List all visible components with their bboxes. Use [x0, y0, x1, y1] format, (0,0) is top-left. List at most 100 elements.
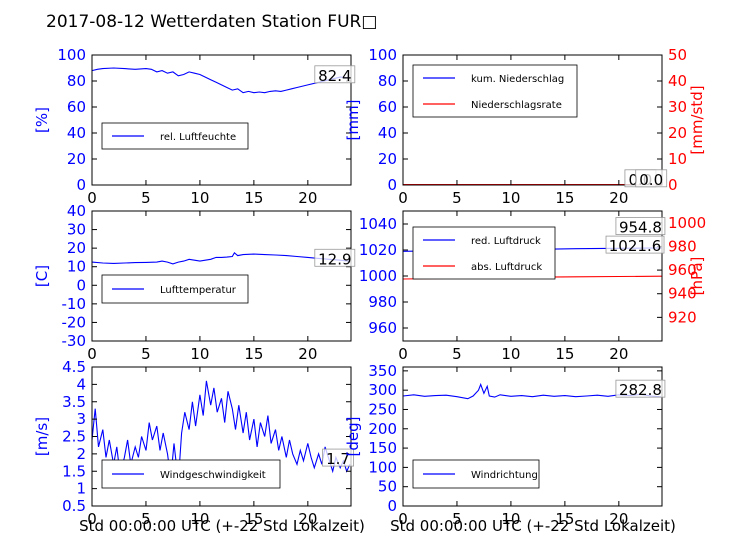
y2-tick-label: 1000 — [668, 214, 706, 232]
value-label: 282.8 — [619, 381, 662, 399]
y-tick-label: 10 — [67, 258, 86, 276]
y-tick-label: 1040 — [359, 215, 397, 233]
value-box — [314, 248, 356, 267]
legend-label: Lufttemperatur — [160, 285, 237, 296]
value-label: 0.0 — [639, 171, 663, 189]
x-tick-label: 0 — [87, 510, 97, 528]
value-label: 12.9 — [318, 250, 351, 268]
x-tick-label: 15 — [555, 345, 574, 363]
y-tick-label: 3.5 — [62, 393, 86, 411]
value-label: 954.8 — [619, 219, 662, 237]
chart-temperature: 0 5 10 15 20-30-20-10010203040[C]Lufttempera… — [33, 202, 356, 363]
y-axis-label-temperature: [C] — [33, 265, 51, 287]
y-tick-label: 40 — [67, 124, 86, 142]
series-line-winddirection-0 — [402, 382, 661, 400]
x-tick-label: 10 — [190, 510, 209, 528]
legend-label: abs. Luftdruck — [471, 262, 542, 273]
value-label: 82.4 — [318, 67, 351, 85]
value-box — [615, 379, 666, 398]
legend-box — [412, 64, 578, 118]
y-tick-label: 20 — [378, 150, 397, 168]
legend-label: rel. Luftfeuchte — [160, 132, 236, 143]
x-tick-label: 15 — [244, 189, 263, 207]
x-tick-label: 20 — [609, 189, 628, 207]
value-box — [615, 217, 666, 235]
y-tick-label: 3 — [76, 410, 86, 428]
x-tick-label: 20 — [298, 345, 317, 363]
x-tick-label: 5 — [141, 189, 151, 207]
y2-tick-label: 940 — [668, 285, 697, 303]
y-axis-label-humidity: [%] — [33, 107, 51, 133]
y-tick-label: -10 — [62, 295, 87, 313]
x-tick-label: 0 — [398, 189, 408, 207]
x-axis-label-left: Std 00:00:00 UTC (+-22 Std Lokalzeit) — [79, 517, 365, 535]
x-tick-label: 20 — [298, 189, 317, 207]
y2-tick-label: 0 — [668, 176, 678, 194]
y-tick-label: 80 — [378, 72, 397, 90]
x-tick-label: 5 — [452, 189, 462, 207]
y2-tick-label: 30 — [668, 98, 687, 116]
value-label: 1.7 — [326, 450, 350, 468]
value-box — [635, 169, 668, 188]
legend-label: Windrichtung — [471, 470, 538, 481]
y-tick-label: 1020 — [359, 241, 397, 259]
legend-winddirection: Windrichtung — [412, 459, 540, 489]
value-box — [322, 448, 354, 467]
y-tick-label: 100 — [57, 46, 86, 64]
y-tick-label: 30 — [67, 221, 86, 239]
legend-box — [412, 226, 556, 280]
y-axis-label-winddirection: [deg] — [344, 417, 362, 457]
legend-label: red. Luftdruck — [471, 236, 541, 247]
x-tick-label: 10 — [501, 189, 520, 207]
x-tick-label: 10 — [501, 510, 520, 528]
y-tick-label: -30 — [62, 332, 87, 350]
chart-windspeed: 0 5 10 15 20 0.511.522.533.544.5 [m/s] Windgesc… — [33, 358, 354, 528]
y-tick-label: 980 — [368, 293, 397, 311]
y-tick-label: 80 — [67, 72, 86, 90]
y2-axis-label-pressure: [hPa] — [688, 257, 706, 296]
y-axis-label-precipitation: [mm] — [344, 100, 362, 141]
y-tick-label: 20 — [67, 150, 86, 168]
y-tick-label: 1.5 — [62, 462, 86, 480]
legend-humidity: rel. Luftfeuchte — [101, 122, 249, 150]
y-tick-label: 100 — [368, 458, 397, 476]
legend-precipitation: kum. Niederschlag Niederschlagsrate — [412, 64, 578, 118]
y-tick-label: 960 — [368, 319, 397, 337]
y-tick-label: 0 — [387, 497, 397, 515]
x-tick-label: 20 — [609, 345, 628, 363]
x-tick-label: 10 — [190, 189, 209, 207]
y2-axis-label-precipitation: [mm/std] — [688, 85, 706, 154]
y-tick-label: 20 — [67, 239, 86, 257]
y-tick-label: 1 — [76, 480, 86, 498]
series-line-windspeed-0 — [91, 380, 351, 482]
plot-frame-winddirection — [402, 366, 663, 507]
x-tick-label: 20 — [609, 510, 628, 528]
y-tick-label: 1000 — [359, 267, 397, 285]
legend-label: kum. Niederschlag — [471, 74, 564, 85]
y-tick-label: 100 — [368, 46, 397, 64]
x-tick-label: 15 — [244, 510, 263, 528]
x-tick-label: 5 — [452, 510, 462, 528]
value-box — [314, 65, 356, 84]
plot-frame-temperature — [91, 210, 352, 342]
y-tick-label: 150 — [368, 439, 397, 457]
y-axis-label-windspeed: [m/s] — [33, 417, 51, 456]
x-tick-label: 15 — [244, 345, 263, 363]
y-tick-label: 0.5 — [62, 497, 86, 515]
x-tick-label: 5 — [452, 345, 462, 363]
x-tick-label: 5 — [141, 510, 151, 528]
plot-frame-humidity — [91, 54, 352, 186]
value-box — [605, 235, 665, 254]
legend-label: Windgeschwindigkeit — [160, 470, 266, 481]
x-tick-label: 15 — [555, 510, 574, 528]
legend-pressure: red. Luftdruck abs. Luftdruck — [412, 226, 556, 280]
x-tick-label: 0 — [87, 345, 97, 363]
figure-title: 2017-08-12 Wetterdaten Station FUR□ — [46, 12, 377, 32]
y-tick-label: 40 — [378, 124, 397, 142]
y-tick-label: 60 — [67, 98, 86, 116]
y-tick-label: 300 — [368, 381, 397, 399]
y2-tick-label: 10 — [668, 150, 687, 168]
x-tick-label: 0 — [398, 510, 408, 528]
